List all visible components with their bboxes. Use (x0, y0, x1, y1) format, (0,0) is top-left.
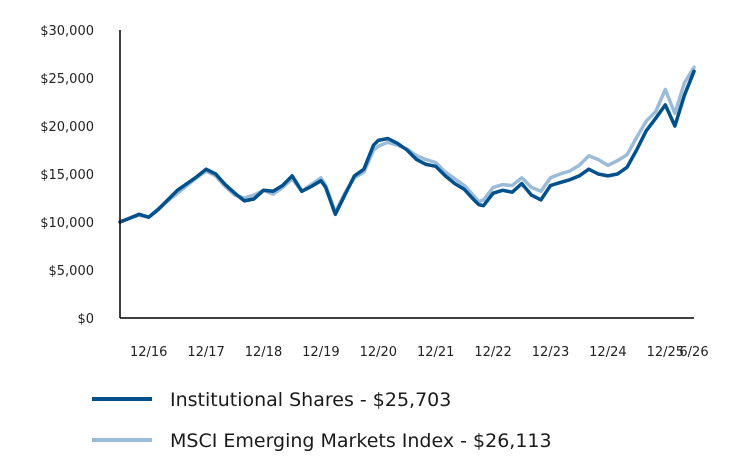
x-tick-label: 12/20 (360, 345, 397, 360)
y-tick-label: $25,000 (40, 72, 94, 87)
y-tick-label: $0 (77, 312, 94, 327)
x-tick-label: 12/25 (647, 345, 684, 360)
y-axis-ticks: $0 $5,000 $10,000 $15,000 $20,000 $25,000 $30,… (40, 24, 94, 327)
x-tick-label: 12/16 (130, 345, 167, 360)
series-line-0 (118, 65, 696, 224)
x-tick-label: 12/23 (532, 345, 569, 360)
x-tick-label: 6/26 (679, 345, 708, 360)
y-tick-label: $10,000 (40, 216, 94, 231)
y-tick-label: $30,000 (40, 24, 94, 39)
x-tick-label: 12/17 (187, 345, 224, 360)
y-tick-label: $20,000 (40, 120, 94, 135)
y-tick-label: $5,000 (49, 264, 95, 279)
legend-label: Institutional Shares - $25,703 (170, 389, 451, 411)
legend: Institutional Shares - $25,703 MSCI Emerg… (92, 389, 552, 452)
x-tick-label: 12/22 (474, 345, 511, 360)
x-tick-label: 12/18 (245, 345, 282, 360)
y-tick-label: $15,000 (40, 168, 94, 183)
x-axis-ticks: 12/16 12/17 12/18 12/19 12/20 12/21 12/22 12/23… (130, 345, 709, 360)
legend-label: MSCI Emerging Markets Index - $26,113 (170, 430, 552, 452)
series-line-1 (118, 69, 696, 224)
x-tick-label: 12/24 (589, 345, 626, 360)
x-tick-label: 12/21 (417, 345, 454, 360)
x-tick-label: 12/19 (302, 345, 339, 360)
series-layer (118, 65, 696, 224)
